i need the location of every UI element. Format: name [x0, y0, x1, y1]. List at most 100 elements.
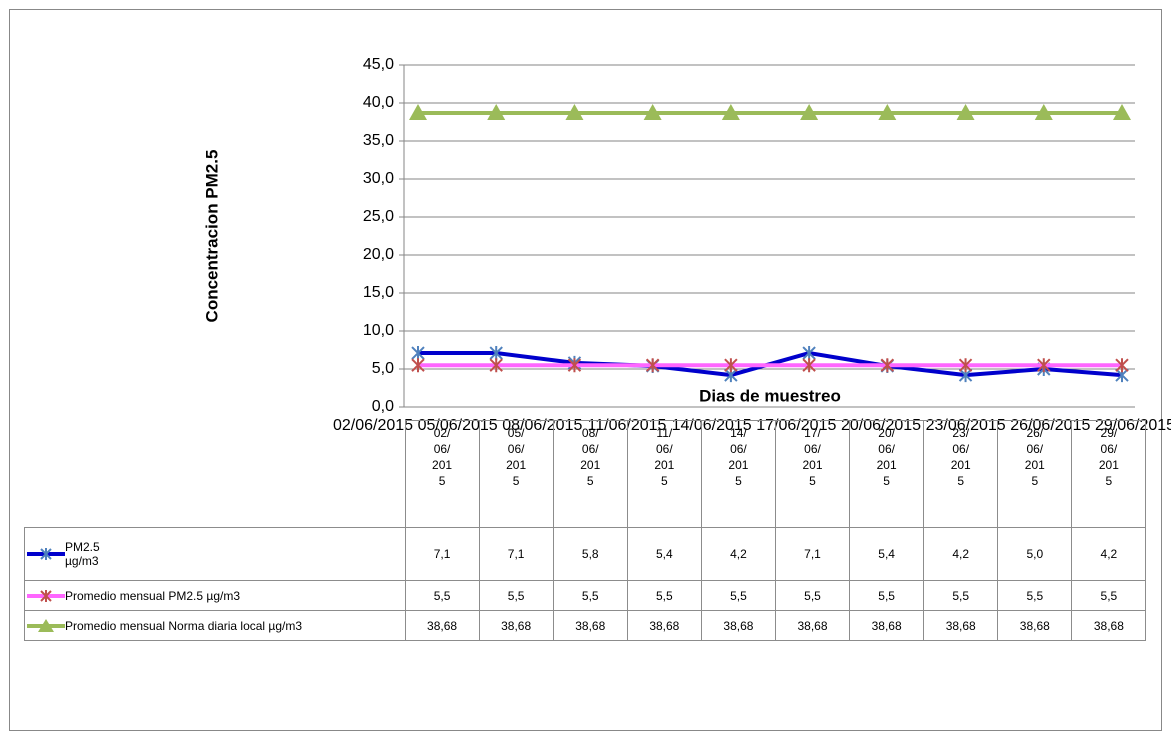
table-header-cell: 23/06/2015	[923, 420, 999, 528]
date-label: 02/06/2015	[432, 426, 453, 488]
y-tick-label: 45,0	[363, 56, 394, 73]
table-value: 5,5	[923, 580, 999, 611]
table-value: 7,1	[478, 527, 554, 581]
y-tick-label: 40,0	[363, 94, 394, 111]
table-value: 5,5	[552, 580, 628, 611]
y-tick-label: 5,0	[372, 360, 394, 377]
point-marker	[411, 346, 425, 361]
date-label: 11/06/2015	[654, 426, 675, 488]
date-label: 29/06/2015	[1098, 426, 1119, 488]
table-header-cell: 11/06/2015	[626, 420, 702, 528]
x-tick-label: 02/06/2015	[333, 417, 413, 434]
point-marker	[489, 358, 503, 373]
y-tick-label: 0,0	[372, 398, 394, 415]
table-value: 5,5	[774, 580, 851, 611]
table-value: 38,68	[552, 610, 628, 641]
table-value: 5,5	[626, 580, 702, 611]
x-axis-label: Dias de muestreo	[699, 386, 841, 405]
point-marker	[487, 104, 506, 121]
table-value: 38,68	[997, 610, 1073, 641]
table-value: 38,68	[923, 610, 999, 641]
y-axis-label: Concentracion PM2.5	[202, 150, 221, 323]
point-marker	[411, 358, 425, 373]
table-value: 5,0	[997, 527, 1073, 581]
point-marker	[721, 104, 740, 121]
point-marker	[956, 104, 975, 121]
legend-label: Promedio mensual PM2.5 µg/m3	[65, 588, 240, 603]
date-label: 08/06/2015	[580, 426, 601, 488]
y-tick-label: 10,0	[363, 322, 394, 339]
point-marker	[565, 104, 584, 121]
table-value: 38,68	[404, 610, 480, 641]
table-value: 5,8	[552, 527, 628, 581]
table-value: 5,5	[478, 580, 554, 611]
date-label: 26/06/2015	[1024, 426, 1045, 488]
point-marker	[567, 358, 582, 373]
y-tick-label: 15,0	[363, 284, 394, 301]
table-header-cell: 29/06/2015	[1071, 420, 1147, 528]
table-value: 5,5	[1071, 580, 1147, 611]
y-tick-label: 35,0	[363, 132, 394, 149]
table-header-cell: 05/06/2015	[478, 420, 554, 528]
table-corner	[25, 421, 406, 528]
table-value: 5,4	[626, 527, 702, 581]
legend-label: Promedio mensual Norma diaria local µg/m…	[65, 618, 303, 633]
point-marker	[880, 358, 895, 373]
y-tick-label: 20,0	[363, 246, 394, 263]
table-value: 5,4	[849, 527, 925, 581]
legend-entry: Promedio mensual PM2.5 µg/m3	[25, 589, 405, 603]
table-value: 38,68	[1071, 610, 1147, 641]
table-header-cell: 08/06/2015	[552, 420, 628, 528]
legend-cell: Promedio mensual Norma diaria local µg/m…	[24, 610, 406, 641]
table-value: 38,68	[774, 610, 851, 641]
table-value: 4,2	[923, 527, 999, 581]
chart-frame	[9, 9, 1162, 731]
date-label: 17/06/2015	[802, 426, 823, 488]
point-marker	[802, 346, 816, 361]
table-header-cell: 14/06/2015	[700, 420, 776, 528]
legend-key	[27, 618, 65, 632]
date-label: 23/06/2015	[950, 426, 971, 488]
point-marker	[1113, 104, 1131, 121]
table-value: 7,1	[404, 527, 480, 581]
point-marker	[802, 358, 816, 373]
point-marker	[645, 358, 660, 373]
y-tick-label: 25,0	[363, 208, 394, 225]
table-value: 5,5	[700, 580, 776, 611]
table-header-cell: 02/06/2015	[404, 420, 480, 528]
table-row: PM2.5 µg/m3 7,1 7,1 5,8 5,4 4,2 7,1 5,4 4,2 5,0 4,…	[24, 527, 1147, 581]
table-row: Promedio mensual PM2.5 µg/m3 5,5 5,5 5,5 5,5…	[24, 580, 1147, 611]
table-header-cell: 26/06/2015	[997, 420, 1073, 528]
table-value: 38,68	[478, 610, 554, 641]
point-marker	[724, 358, 738, 373]
table-row: Promedio mensual Norma diaria local µg/m…	[24, 610, 1147, 641]
table-value: 5,5	[997, 580, 1073, 611]
legend-cell: Promedio mensual PM2.5 µg/m3	[24, 580, 406, 611]
point-marker	[643, 104, 662, 121]
point-marker	[1034, 104, 1053, 121]
table-header-cell: 20/06/2015	[849, 420, 925, 528]
date-label: 05/06/2015	[506, 426, 527, 488]
point-marker	[1115, 358, 1129, 373]
date-label: 20/06/2015	[876, 426, 897, 488]
point-marker	[878, 104, 897, 121]
y-tick-label: 30,0	[363, 170, 394, 187]
table-value: 5,5	[849, 580, 925, 611]
data-table: 02/06/2015 05/06/2015 08/06/2015 11/06/2015…	[24, 420, 1147, 641]
legend-cell: PM2.5 µg/m3	[24, 527, 406, 581]
legend-key	[27, 589, 65, 602]
table-header-cell: 17/06/2015	[774, 420, 851, 528]
legend-key	[27, 548, 65, 560]
table-value: 38,68	[700, 610, 776, 641]
point-marker	[800, 104, 819, 121]
table-value: 4,2	[1071, 527, 1147, 581]
point-marker	[489, 346, 503, 361]
point-marker	[1037, 358, 1051, 373]
legend-entry: PM2.5 µg/m3	[25, 540, 405, 568]
point-marker	[409, 104, 427, 121]
table-value: 7,1	[774, 527, 851, 581]
table-value: 38,68	[849, 610, 925, 641]
table-value: 4,2	[700, 527, 776, 581]
date-label: 14/06/2015	[728, 426, 749, 488]
